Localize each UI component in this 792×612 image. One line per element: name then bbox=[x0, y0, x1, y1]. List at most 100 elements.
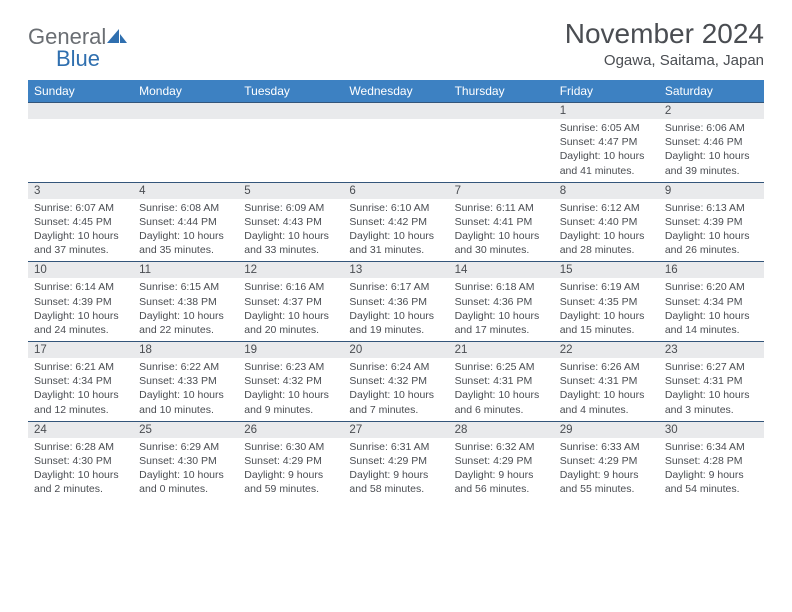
logo-text-blue: Blue bbox=[56, 46, 129, 72]
sunrise-text: Sunrise: 6:22 AM bbox=[139, 360, 232, 374]
day-number-cell: 20 bbox=[343, 342, 448, 359]
sunrise-text: Sunrise: 6:08 AM bbox=[139, 201, 232, 215]
daylight-text: Daylight: 10 hours and 37 minutes. bbox=[34, 229, 127, 257]
sunrise-text: Sunrise: 6:07 AM bbox=[34, 201, 127, 215]
day-content-cell: Sunrise: 6:20 AMSunset: 4:34 PMDaylight:… bbox=[659, 278, 764, 341]
sunset-text: Sunset: 4:29 PM bbox=[244, 454, 337, 468]
day-content-cell: Sunrise: 6:34 AMSunset: 4:28 PMDaylight:… bbox=[659, 438, 764, 501]
daylight-text: Daylight: 10 hours and 28 minutes. bbox=[560, 229, 653, 257]
day-number-cell: 17 bbox=[28, 342, 133, 359]
day-number-cell: 24 bbox=[28, 421, 133, 438]
daylight-text: Daylight: 10 hours and 9 minutes. bbox=[244, 388, 337, 416]
day-content-row: Sunrise: 6:14 AMSunset: 4:39 PMDaylight:… bbox=[28, 278, 764, 341]
sunrise-text: Sunrise: 6:19 AM bbox=[560, 280, 653, 294]
daylight-text: Daylight: 10 hours and 39 minutes. bbox=[665, 149, 758, 177]
daylight-text: Daylight: 10 hours and 26 minutes. bbox=[665, 229, 758, 257]
daylight-text: Daylight: 10 hours and 30 minutes. bbox=[455, 229, 548, 257]
day-number-row: 17181920212223 bbox=[28, 342, 764, 359]
day-content-cell: Sunrise: 6:06 AMSunset: 4:46 PMDaylight:… bbox=[659, 119, 764, 182]
sunset-text: Sunset: 4:30 PM bbox=[139, 454, 232, 468]
weekday-header: Friday bbox=[554, 80, 659, 103]
day-number-cell: 27 bbox=[343, 421, 448, 438]
day-content-cell: Sunrise: 6:33 AMSunset: 4:29 PMDaylight:… bbox=[554, 438, 659, 501]
day-content-cell bbox=[449, 119, 554, 182]
sunset-text: Sunset: 4:30 PM bbox=[34, 454, 127, 468]
page-location: Ogawa, Saitama, Japan bbox=[565, 52, 764, 69]
day-content-cell: Sunrise: 6:16 AMSunset: 4:37 PMDaylight:… bbox=[238, 278, 343, 341]
day-number-cell: 5 bbox=[238, 182, 343, 199]
day-content-cell: Sunrise: 6:15 AMSunset: 4:38 PMDaylight:… bbox=[133, 278, 238, 341]
day-number-cell: 6 bbox=[343, 182, 448, 199]
sunrise-text: Sunrise: 6:33 AM bbox=[560, 440, 653, 454]
day-content-cell: Sunrise: 6:13 AMSunset: 4:39 PMDaylight:… bbox=[659, 199, 764, 262]
daylight-text: Daylight: 10 hours and 22 minutes. bbox=[139, 309, 232, 337]
sunset-text: Sunset: 4:29 PM bbox=[560, 454, 653, 468]
day-number-row: 12 bbox=[28, 103, 764, 120]
day-number-cell: 16 bbox=[659, 262, 764, 279]
calendar-body: 12Sunrise: 6:05 AMSunset: 4:47 PMDayligh… bbox=[28, 103, 764, 501]
day-number-cell bbox=[449, 103, 554, 120]
day-number-cell: 28 bbox=[449, 421, 554, 438]
sunrise-text: Sunrise: 6:09 AM bbox=[244, 201, 337, 215]
weekday-header: Monday bbox=[133, 80, 238, 103]
day-number-cell: 25 bbox=[133, 421, 238, 438]
day-content-cell: Sunrise: 6:18 AMSunset: 4:36 PMDaylight:… bbox=[449, 278, 554, 341]
sunset-text: Sunset: 4:41 PM bbox=[455, 215, 548, 229]
daylight-text: Daylight: 10 hours and 19 minutes. bbox=[349, 309, 442, 337]
sunrise-text: Sunrise: 6:26 AM bbox=[560, 360, 653, 374]
day-content-cell: Sunrise: 6:27 AMSunset: 4:31 PMDaylight:… bbox=[659, 358, 764, 421]
sunset-text: Sunset: 4:31 PM bbox=[560, 374, 653, 388]
day-number-cell bbox=[343, 103, 448, 120]
day-content-cell: Sunrise: 6:26 AMSunset: 4:31 PMDaylight:… bbox=[554, 358, 659, 421]
sunrise-text: Sunrise: 6:11 AM bbox=[455, 201, 548, 215]
day-number-cell: 11 bbox=[133, 262, 238, 279]
day-number-cell: 1 bbox=[554, 103, 659, 120]
day-number-cell: 13 bbox=[343, 262, 448, 279]
day-number-cell: 23 bbox=[659, 342, 764, 359]
daylight-text: Daylight: 10 hours and 4 minutes. bbox=[560, 388, 653, 416]
daylight-text: Daylight: 9 hours and 55 minutes. bbox=[560, 468, 653, 496]
sunrise-text: Sunrise: 6:17 AM bbox=[349, 280, 442, 294]
sunset-text: Sunset: 4:36 PM bbox=[455, 295, 548, 309]
day-number-row: 3456789 bbox=[28, 182, 764, 199]
daylight-text: Daylight: 10 hours and 24 minutes. bbox=[34, 309, 127, 337]
day-number-cell: 14 bbox=[449, 262, 554, 279]
day-content-cell: Sunrise: 6:17 AMSunset: 4:36 PMDaylight:… bbox=[343, 278, 448, 341]
day-number-cell bbox=[28, 103, 133, 120]
sunset-text: Sunset: 4:47 PM bbox=[560, 135, 653, 149]
daylight-text: Daylight: 10 hours and 14 minutes. bbox=[665, 309, 758, 337]
daylight-text: Daylight: 10 hours and 33 minutes. bbox=[244, 229, 337, 257]
sunset-text: Sunset: 4:40 PM bbox=[560, 215, 653, 229]
day-content-row: Sunrise: 6:21 AMSunset: 4:34 PMDaylight:… bbox=[28, 358, 764, 421]
weekday-header: Wednesday bbox=[343, 80, 448, 103]
day-content-cell: Sunrise: 6:10 AMSunset: 4:42 PMDaylight:… bbox=[343, 199, 448, 262]
day-number-cell: 9 bbox=[659, 182, 764, 199]
day-number-cell bbox=[133, 103, 238, 120]
day-number-cell: 18 bbox=[133, 342, 238, 359]
sunrise-text: Sunrise: 6:23 AM bbox=[244, 360, 337, 374]
sunset-text: Sunset: 4:33 PM bbox=[139, 374, 232, 388]
sunset-text: Sunset: 4:35 PM bbox=[560, 295, 653, 309]
daylight-text: Daylight: 10 hours and 0 minutes. bbox=[139, 468, 232, 496]
day-content-cell: Sunrise: 6:28 AMSunset: 4:30 PMDaylight:… bbox=[28, 438, 133, 501]
title-block: November 2024 Ogawa, Saitama, Japan bbox=[565, 18, 764, 69]
day-content-cell: Sunrise: 6:21 AMSunset: 4:34 PMDaylight:… bbox=[28, 358, 133, 421]
sunset-text: Sunset: 4:31 PM bbox=[665, 374, 758, 388]
day-number-row: 24252627282930 bbox=[28, 421, 764, 438]
weekday-header: Thursday bbox=[449, 80, 554, 103]
sunrise-text: Sunrise: 6:30 AM bbox=[244, 440, 337, 454]
daylight-text: Daylight: 10 hours and 41 minutes. bbox=[560, 149, 653, 177]
sunrise-text: Sunrise: 6:20 AM bbox=[665, 280, 758, 294]
sunrise-text: Sunrise: 6:32 AM bbox=[455, 440, 548, 454]
sunset-text: Sunset: 4:32 PM bbox=[244, 374, 337, 388]
day-number-cell bbox=[238, 103, 343, 120]
weekday-header-row: Sunday Monday Tuesday Wednesday Thursday… bbox=[28, 80, 764, 103]
sunset-text: Sunset: 4:34 PM bbox=[665, 295, 758, 309]
daylight-text: Daylight: 10 hours and 17 minutes. bbox=[455, 309, 548, 337]
day-number-cell: 29 bbox=[554, 421, 659, 438]
day-content-cell bbox=[28, 119, 133, 182]
sunset-text: Sunset: 4:29 PM bbox=[349, 454, 442, 468]
sunrise-text: Sunrise: 6:15 AM bbox=[139, 280, 232, 294]
daylight-text: Daylight: 10 hours and 7 minutes. bbox=[349, 388, 442, 416]
day-number-cell: 3 bbox=[28, 182, 133, 199]
